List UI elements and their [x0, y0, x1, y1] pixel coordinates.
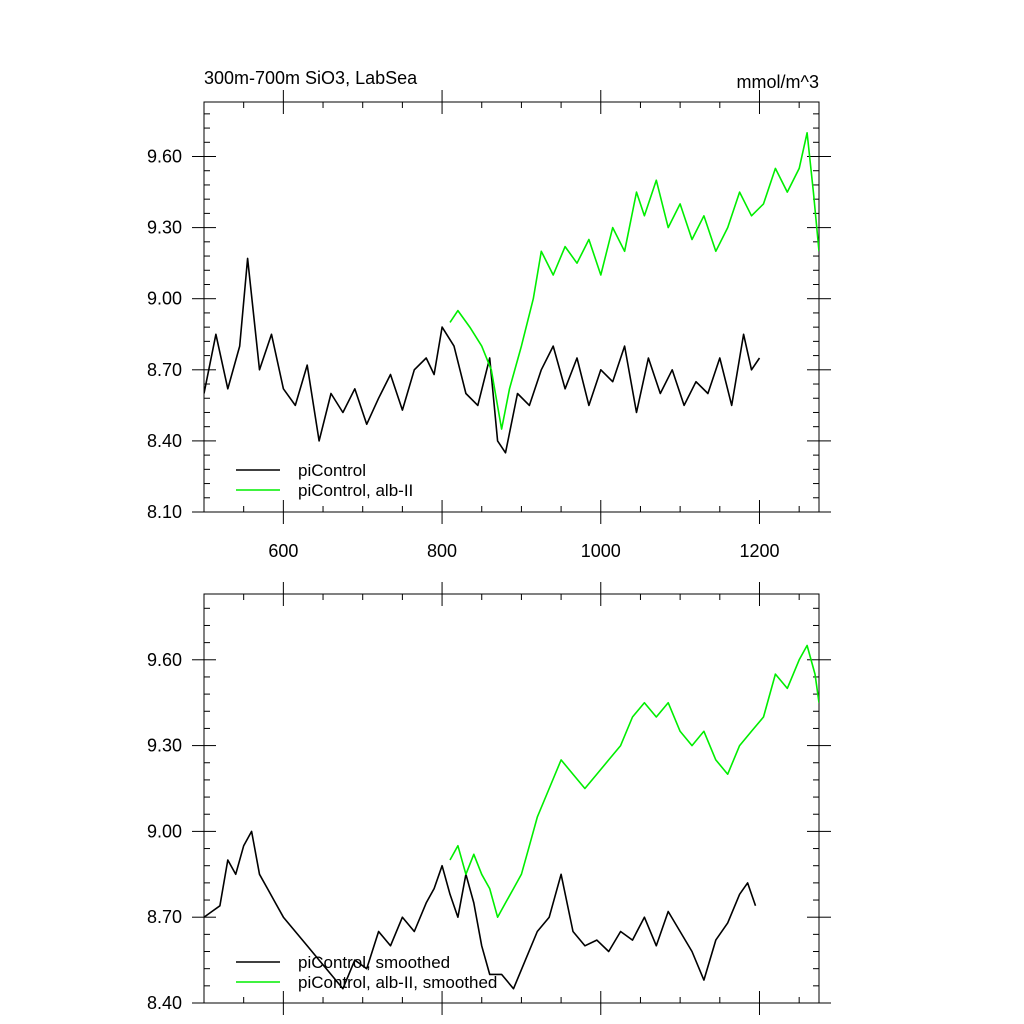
y-tick-label: 9.60	[147, 147, 182, 167]
legend-label: piControl, alb-II, smoothed	[298, 973, 497, 992]
x-tick-label: 600	[268, 541, 298, 561]
y-tick-label: 8.10	[147, 502, 182, 522]
plot-frame	[203, 593, 820, 1004]
legend-label: piControl, smoothed	[298, 953, 450, 972]
plot-frame	[203, 101, 820, 513]
y-tick-label: 9.30	[147, 218, 182, 238]
legend-label: piControl, alb-II	[298, 481, 413, 500]
y-tick-label: 8.40	[147, 993, 182, 1013]
x-tick-label: 1000	[581, 541, 621, 561]
y-tick-label: 9.60	[147, 650, 182, 670]
y-tick-label: 9.00	[147, 821, 182, 841]
y-tick-label: 8.70	[147, 907, 182, 927]
chart-title: 300m-700m SiO3, LabSea	[204, 68, 418, 88]
bottom-panel: 8.40 8.70 9.00 9.30 9.60 piControl, smoothedp…	[147, 582, 831, 1015]
series-line-picontrol-alb-ii	[449, 644, 819, 919]
y-tick-label: 8.70	[147, 360, 182, 380]
y-tick-label: 9.30	[147, 736, 182, 756]
legend-label: piControl	[298, 461, 366, 480]
x-tick-label: 1200	[739, 541, 779, 561]
y-tick-label: 8.40	[147, 431, 182, 451]
top-panel: 600 800 1000 1200 8.10 8.40 8.70 9.00 9.30 9.60 pi…	[147, 68, 831, 561]
series-line-picontrol	[204, 830, 757, 990]
y-tick-label: 9.00	[147, 289, 182, 309]
x-tick-label: 800	[427, 541, 457, 561]
units-label: mmol/m^3	[737, 72, 819, 92]
series-line-picontrol	[204, 257, 761, 454]
series-line-picontrol-alb-ii	[449, 132, 819, 430]
